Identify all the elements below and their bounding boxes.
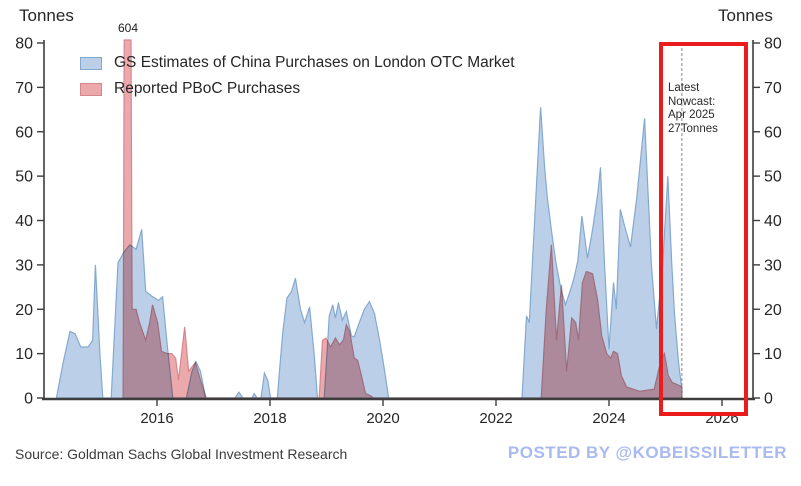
svg-text:0: 0 xyxy=(764,391,773,408)
legend-item-pboc-purchases: Reported PBoC Purchases xyxy=(80,76,515,102)
legend-swatch-pink xyxy=(80,82,102,96)
svg-text:60: 60 xyxy=(764,124,782,141)
svg-text:50: 50 xyxy=(15,169,33,186)
legend: GS Estimates of China Purchases on Londo… xyxy=(80,50,515,102)
source-attribution: Source: Goldman Sachs Global Investment … xyxy=(15,446,348,462)
svg-text:50: 50 xyxy=(764,169,782,186)
svg-text:2024: 2024 xyxy=(592,410,625,427)
svg-text:70: 70 xyxy=(15,80,33,97)
nowcast-line: 27Tonnes xyxy=(668,122,718,135)
svg-text:2022: 2022 xyxy=(479,410,512,427)
svg-text:20: 20 xyxy=(15,302,33,319)
legend-label-pboc-purchases: Reported PBoC Purchases xyxy=(114,80,301,97)
svg-text:30: 30 xyxy=(15,257,33,274)
y-axis-title-right: Tonnes xyxy=(718,6,773,25)
svg-text:80: 80 xyxy=(15,36,33,53)
svg-text:40: 40 xyxy=(764,213,782,230)
svg-text:70: 70 xyxy=(764,80,782,97)
svg-text:10: 10 xyxy=(15,346,33,363)
legend-swatch-blue xyxy=(80,56,102,70)
nowcast-annotation: Latest Nowcast: Apr 2025 27Tonnes xyxy=(668,82,740,136)
svg-text:0: 0 xyxy=(24,391,33,408)
y-axis-title-left: Tonnes xyxy=(19,6,74,25)
svg-text:30: 30 xyxy=(764,257,782,274)
svg-text:20: 20 xyxy=(764,302,782,319)
nowcast-line: Nowcast: xyxy=(668,95,716,108)
nowcast-line: Latest xyxy=(668,82,700,94)
nowcast-line: Apr 2025 xyxy=(668,109,715,121)
svg-text:60: 60 xyxy=(15,124,33,141)
svg-text:40: 40 xyxy=(15,213,33,230)
svg-text:10: 10 xyxy=(764,346,782,363)
spike-annotation-604: 604 xyxy=(117,21,139,35)
svg-text:80: 80 xyxy=(764,36,782,53)
highlight-red-box xyxy=(659,42,748,416)
legend-item-gs-estimates: GS Estimates of China Purchases on Londo… xyxy=(80,50,515,76)
posted-by-watermark: POSTED BY @KOBEISSILETTER xyxy=(507,443,787,462)
svg-text:2016: 2016 xyxy=(140,410,173,427)
legend-label-gs-estimates: GS Estimates of China Purchases on Londo… xyxy=(114,54,515,71)
svg-text:2018: 2018 xyxy=(253,410,286,427)
svg-text:2020: 2020 xyxy=(366,410,399,427)
